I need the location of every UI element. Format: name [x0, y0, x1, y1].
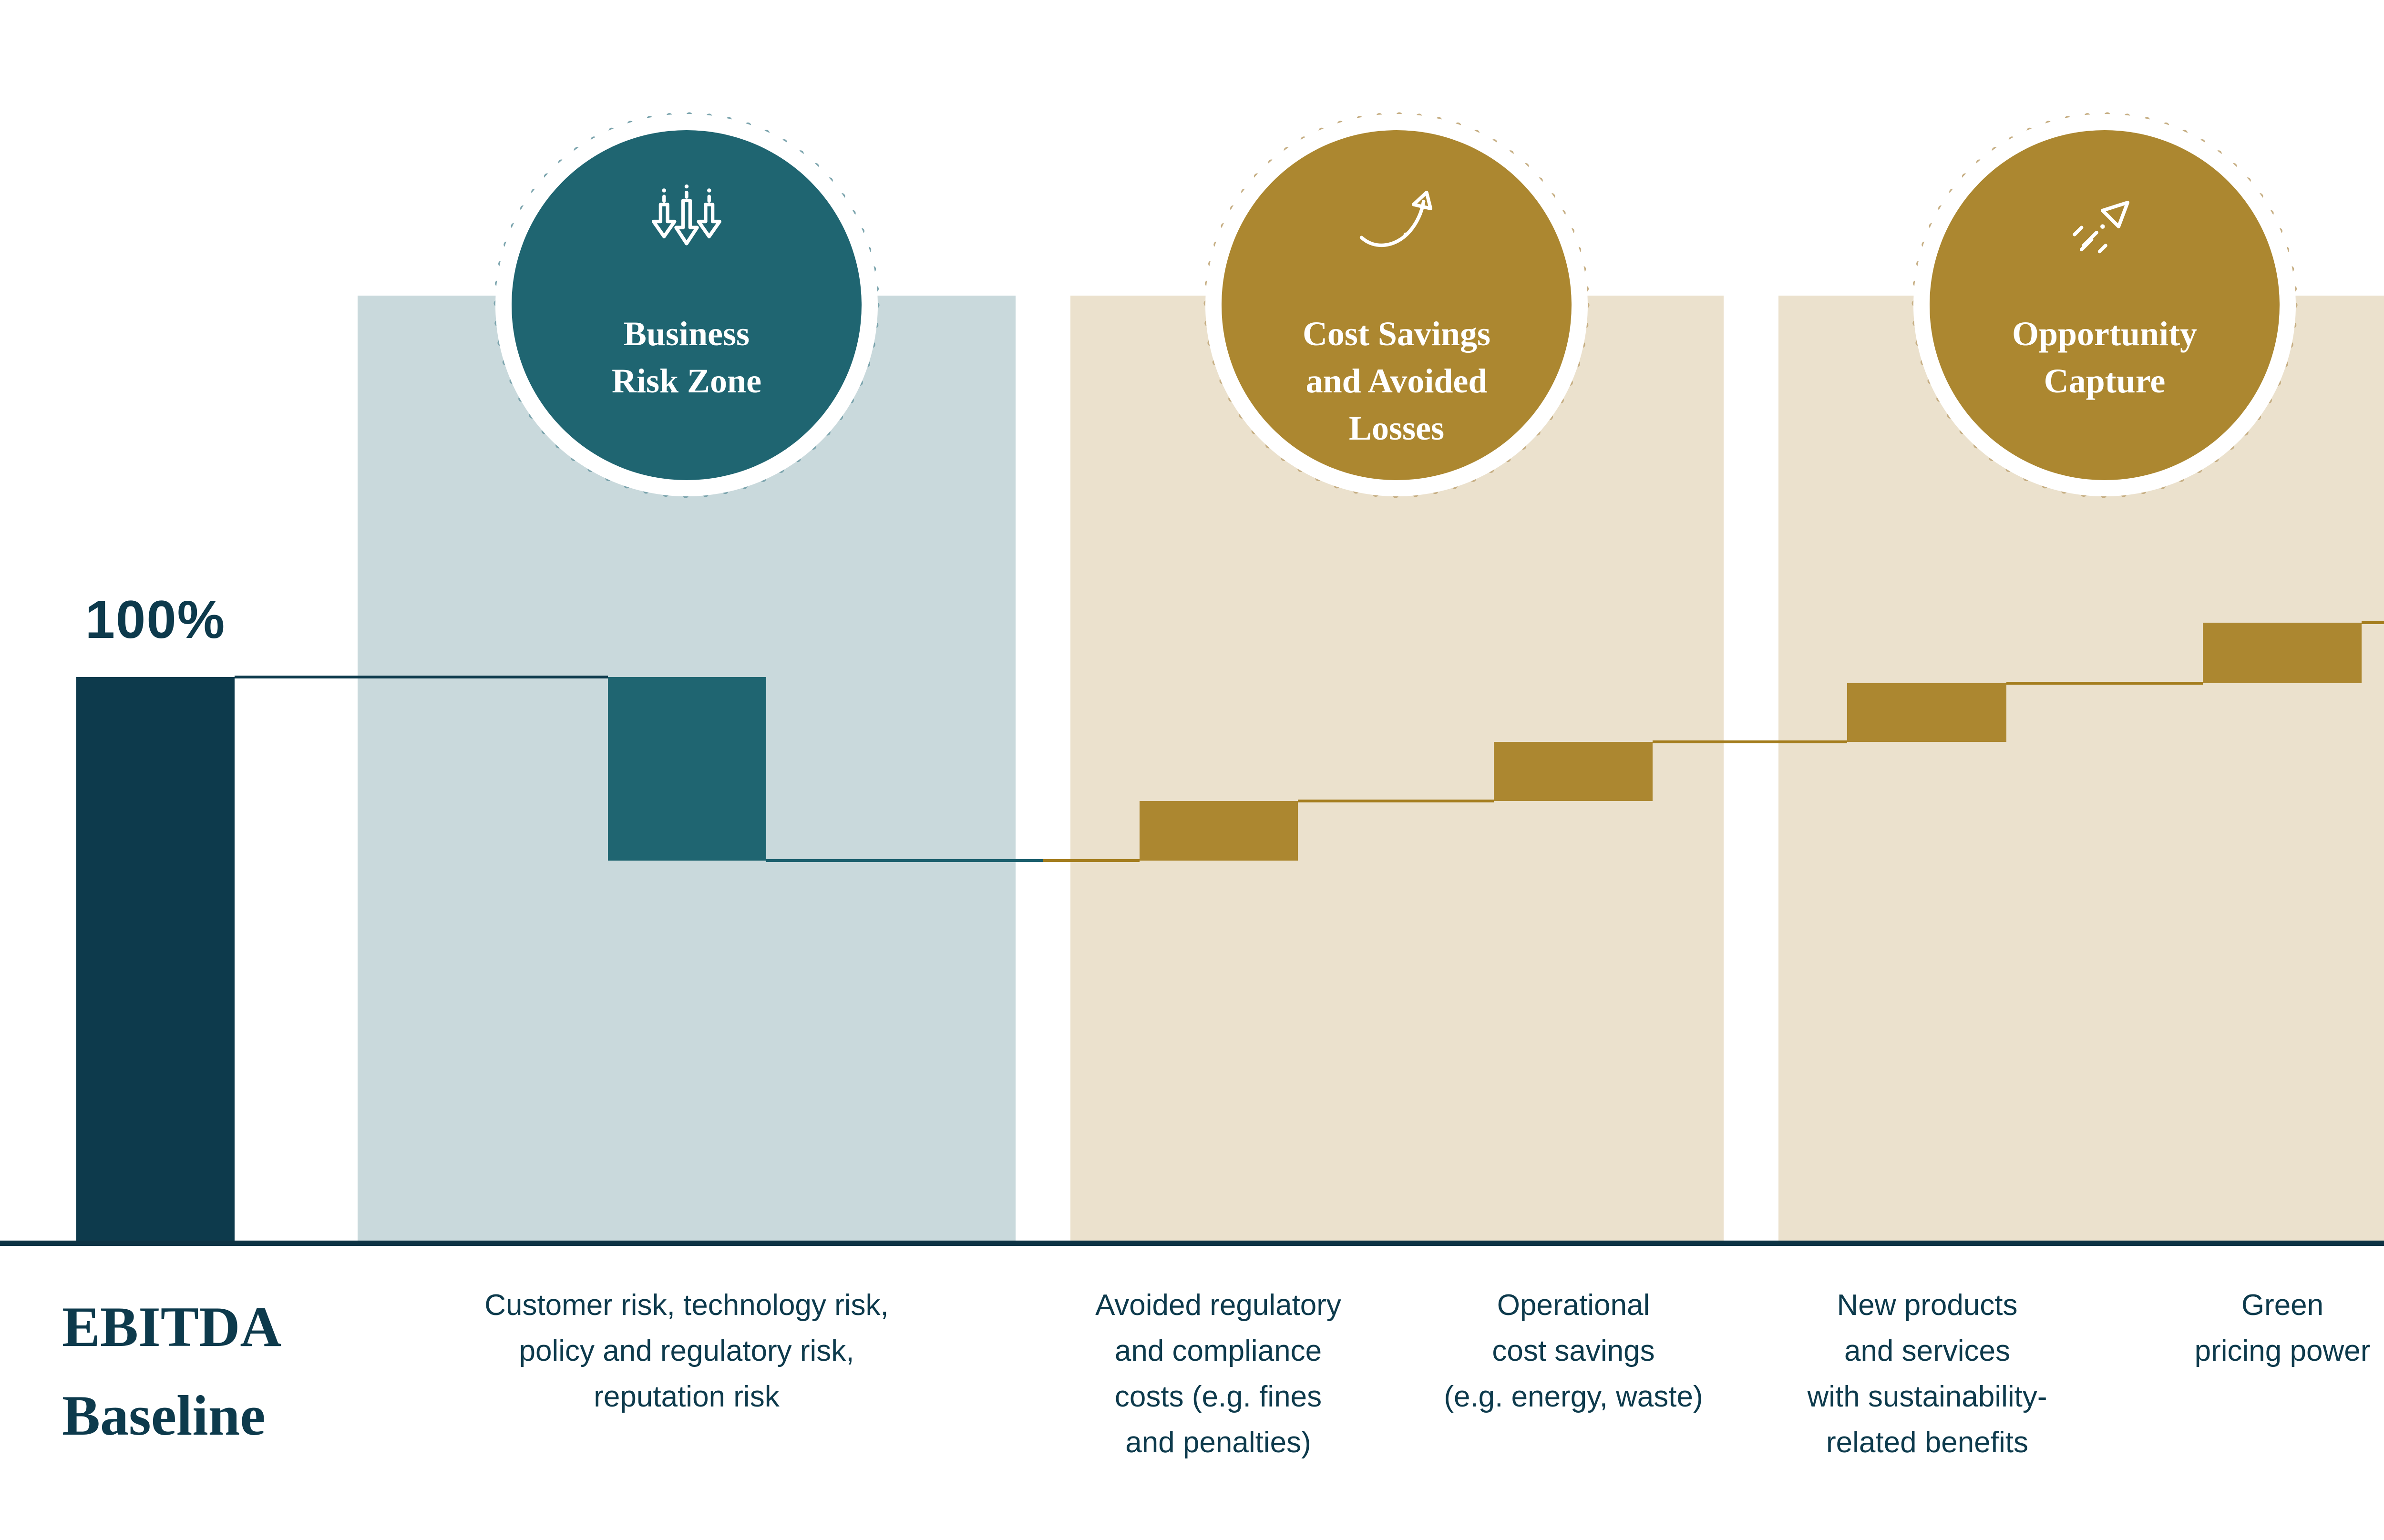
circle-title: Cost Savings and Avoided Losses [1302, 315, 1491, 447]
dotted-ring [493, 112, 880, 498]
dotted-ring [1911, 112, 2298, 498]
connector-gain3-to-gain4 [2006, 682, 2203, 685]
connector-risk-out-gold [1043, 859, 1140, 862]
circle-title: Business Risk Zone [611, 315, 762, 400]
circle-title: Opportunity Capture [2012, 315, 2198, 400]
bar-ebitda-baseline [76, 677, 235, 1241]
bar-gain-green-pricing [2203, 623, 2362, 683]
bar-gain-avoided-costs [1140, 801, 1298, 861]
circle-disc: Opportunity Capture [1930, 130, 2280, 480]
connector-gain2-to-gain3 [1653, 740, 1847, 743]
axis-label-avoided-costs: Avoided regulatory and compliance costs … [1095, 1289, 1341, 1459]
x-axis-line [0, 1241, 2384, 1246]
connector-baseline-to-risk [235, 676, 608, 678]
circle-disc: Business Risk Zone [512, 130, 862, 480]
dotted-ring [1203, 112, 1590, 498]
curved-up-arrow-icon [1359, 191, 1433, 247]
axis-label-green-pricing: Green pricing power [2194, 1289, 2371, 1367]
axis-label-ebitda-baseline: EBITDA Baseline [62, 1295, 282, 1447]
axis-label-risk: Customer risk, technology risk, policy a… [484, 1289, 889, 1413]
baseline-percent-label: 100% [85, 590, 226, 649]
circle-business-risk-zone: Business Risk Zone [486, 105, 887, 505]
diagonal-up-arrow-icon [2073, 201, 2129, 254]
circle-cost-savings: Cost Savings and Avoided Losses [1196, 105, 1597, 505]
bar-gain-operational-savings [1494, 742, 1653, 801]
circle-opportunity-capture: Opportunity Capture [1904, 105, 2305, 505]
bar-gain-new-products [1847, 683, 2006, 742]
connector-gain4-to-gain5 [2362, 621, 2384, 624]
connector-risk-out-teal [766, 859, 1043, 862]
circle-disc: Cost Savings and Avoided Losses [1222, 130, 1572, 480]
connector-gain1-to-gain2 [1298, 800, 1494, 802]
axis-label-operational-savings: Operational cost savings (e.g. energy, w… [1444, 1289, 1703, 1413]
triple-down-arrows-icon [652, 184, 721, 246]
axis-label-new-products: New products and services with sustainab… [1807, 1289, 2047, 1459]
bar-risk-decrease [608, 677, 766, 861]
